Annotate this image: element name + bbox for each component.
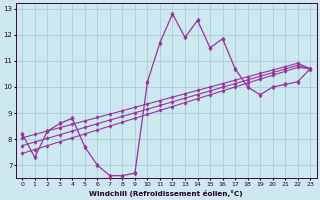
X-axis label: Windchill (Refroidissement éolien,°C): Windchill (Refroidissement éolien,°C) bbox=[89, 190, 243, 197]
